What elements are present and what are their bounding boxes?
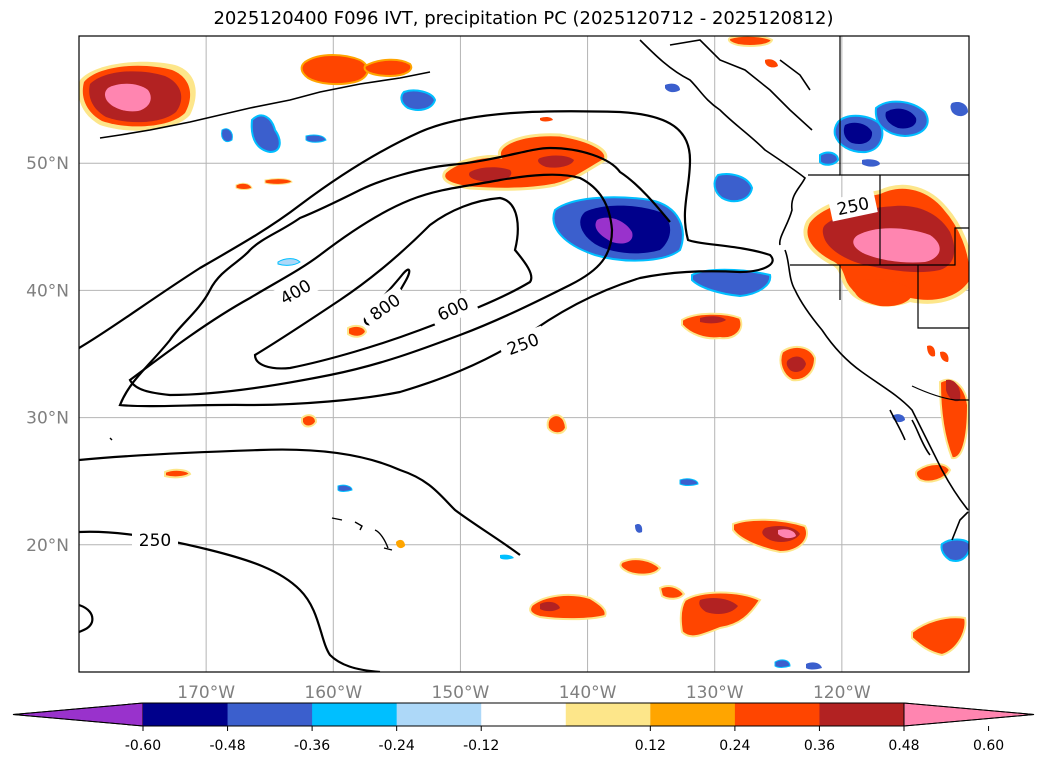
colorbar-tick-label: 0.12 bbox=[635, 738, 666, 754]
lon-tick-label: 130°W bbox=[686, 683, 744, 703]
precip-negative-gulf bbox=[250, 114, 281, 154]
ivt-250-contour-south bbox=[79, 448, 521, 556]
precip-negative-gulf3 bbox=[713, 173, 754, 203]
country-borders bbox=[790, 36, 969, 401]
colorbar-bin bbox=[481, 703, 567, 726]
precip-positive-gulf bbox=[300, 54, 369, 86]
plot-frame bbox=[78, 35, 970, 673]
ivt-400-contour bbox=[128, 173, 614, 397]
lat-tick-label: 20°N bbox=[26, 536, 69, 556]
colorbar-bin bbox=[734, 703, 820, 726]
ivt-600-contour bbox=[253, 196, 533, 370]
colorbar-tick-label: 0.48 bbox=[888, 738, 919, 754]
colorbar-tick-label: -0.48 bbox=[209, 738, 245, 754]
colorbar-bin bbox=[650, 703, 736, 726]
lon-tick-label: 140°W bbox=[559, 683, 617, 703]
lat-tick-label: 50°N bbox=[26, 154, 69, 174]
precip-negative-gulf2 bbox=[400, 89, 437, 111]
colorbar-bin bbox=[819, 703, 905, 726]
colorbar: -0.60 -0.48 -0.36 -0.24 -0.12 0.12 0.24 0.36 0.4… bbox=[12, 702, 1035, 754]
colorbar-extend-high bbox=[903, 702, 1035, 727]
colorbar-tick-label: 0.36 bbox=[804, 738, 835, 754]
colorbar-bin bbox=[143, 703, 229, 726]
precip-positive-top bbox=[727, 36, 774, 47]
precip-positive-alaska bbox=[79, 61, 196, 131]
precip-negative-bc bbox=[819, 100, 968, 167]
lon-tick-label: 120°W bbox=[813, 683, 871, 703]
lon-tick-label: 160°W bbox=[304, 683, 362, 703]
colorbar-extend-low bbox=[12, 702, 144, 727]
lon-tick-label: 170°W bbox=[177, 683, 235, 703]
colorbar-bin bbox=[227, 703, 313, 726]
colorbar-tick-label: -0.36 bbox=[294, 738, 330, 754]
coastline bbox=[99, 39, 969, 541]
lon-tick-label: 150°W bbox=[432, 683, 490, 703]
precip-negative-small bbox=[221, 83, 969, 670]
colorbar-tick-label: -0.12 bbox=[463, 738, 499, 754]
colorbar-tick-label: 0.24 bbox=[719, 738, 750, 754]
colorbar-bin bbox=[565, 703, 651, 726]
lat-tick-label: 30°N bbox=[26, 409, 69, 429]
ivt-250-contour bbox=[79, 110, 774, 408]
lat-tick-label: 40°N bbox=[26, 281, 69, 301]
colorbar-bin bbox=[396, 703, 482, 726]
colorbar-tick-label: -0.60 bbox=[125, 738, 161, 754]
precip-negative-midpacific bbox=[552, 196, 684, 262]
precip-positive-gulf2 bbox=[363, 58, 413, 78]
colorbar-tick-label: -0.24 bbox=[379, 738, 415, 754]
islands bbox=[109, 437, 393, 551]
latitude-labels: 50°N 40°N 30°N 20°N bbox=[26, 154, 69, 556]
longitude-labels: 170°W 160°W 150°W 140°W 130°W 120°W bbox=[177, 683, 871, 703]
precip-positive-offshore bbox=[164, 59, 969, 657]
colorbar-tick-label: 0.60 bbox=[973, 738, 1004, 754]
map-title: 2025120400 F096 IVT, precipitation PC (2… bbox=[213, 8, 834, 29]
colorbar-bin bbox=[312, 703, 398, 726]
ivt-label-250-c: 250 bbox=[139, 531, 171, 551]
ivt-250-contour-sw2 bbox=[79, 603, 94, 634]
